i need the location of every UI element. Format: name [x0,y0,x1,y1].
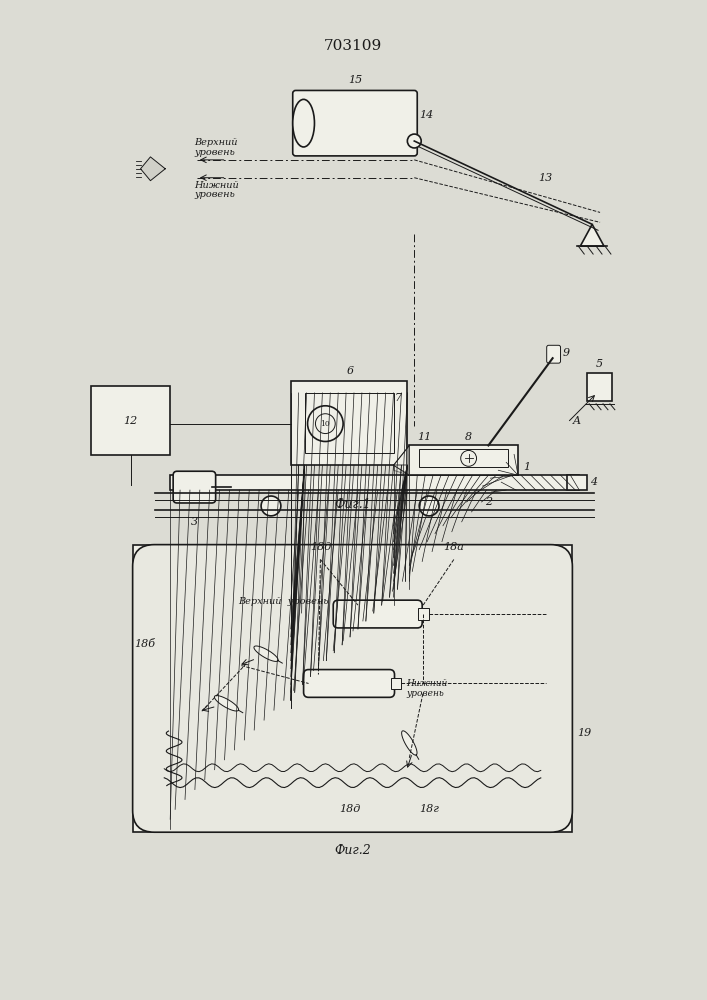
Text: Фиг.1: Фиг.1 [334,498,371,511]
Circle shape [461,450,477,466]
Text: Нижний
уровень: Нижний уровень [407,679,448,698]
FancyBboxPatch shape [173,471,216,503]
FancyBboxPatch shape [303,670,395,697]
Polygon shape [170,475,579,490]
Text: 11: 11 [417,432,431,442]
Text: Нижний
уровень: Нижний уровень [194,181,239,199]
Circle shape [419,496,439,516]
Text: 8: 8 [465,432,472,442]
Text: 10: 10 [320,420,330,428]
Text: 12: 12 [124,416,138,426]
FancyBboxPatch shape [547,345,561,363]
Polygon shape [214,696,239,711]
Polygon shape [141,157,165,181]
Text: 2: 2 [485,497,492,507]
Text: 18б: 18б [134,639,156,649]
FancyBboxPatch shape [293,90,417,156]
Text: Верхний  уровень: Верхний уровень [238,597,328,606]
Polygon shape [580,224,604,246]
Text: 15: 15 [348,75,362,85]
Polygon shape [588,373,612,401]
Circle shape [315,414,335,434]
Polygon shape [409,445,518,475]
Polygon shape [419,608,429,620]
Polygon shape [133,545,573,832]
Circle shape [308,406,343,441]
Text: 4: 4 [590,477,597,487]
Text: 18г: 18г [419,804,439,814]
Polygon shape [254,646,278,661]
Text: 13: 13 [539,173,553,183]
Circle shape [261,496,281,516]
Text: Верхний
уровень: Верхний уровень [194,138,238,157]
Polygon shape [568,475,588,490]
Circle shape [407,134,421,148]
Polygon shape [402,731,417,755]
Ellipse shape [293,99,315,147]
Text: 19: 19 [578,728,592,738]
Text: 6: 6 [346,366,354,376]
Text: 9: 9 [563,348,570,358]
Text: 7: 7 [395,393,402,403]
Polygon shape [394,445,409,475]
Text: 18а: 18а [443,542,464,552]
Text: 3: 3 [192,517,199,527]
FancyBboxPatch shape [133,545,573,832]
Text: 14: 14 [419,110,433,120]
Polygon shape [305,393,394,453]
Text: A: A [573,416,580,426]
Text: Фиг.2: Фиг.2 [334,844,371,857]
Polygon shape [91,386,170,455]
Text: 18д: 18д [339,804,361,814]
Text: 703109: 703109 [324,39,382,53]
FancyBboxPatch shape [333,600,422,628]
Polygon shape [419,449,508,467]
Text: 5: 5 [595,359,602,369]
Text: 18д: 18д [310,542,331,552]
Text: 1: 1 [523,462,530,472]
Polygon shape [291,381,407,465]
Polygon shape [390,678,402,689]
